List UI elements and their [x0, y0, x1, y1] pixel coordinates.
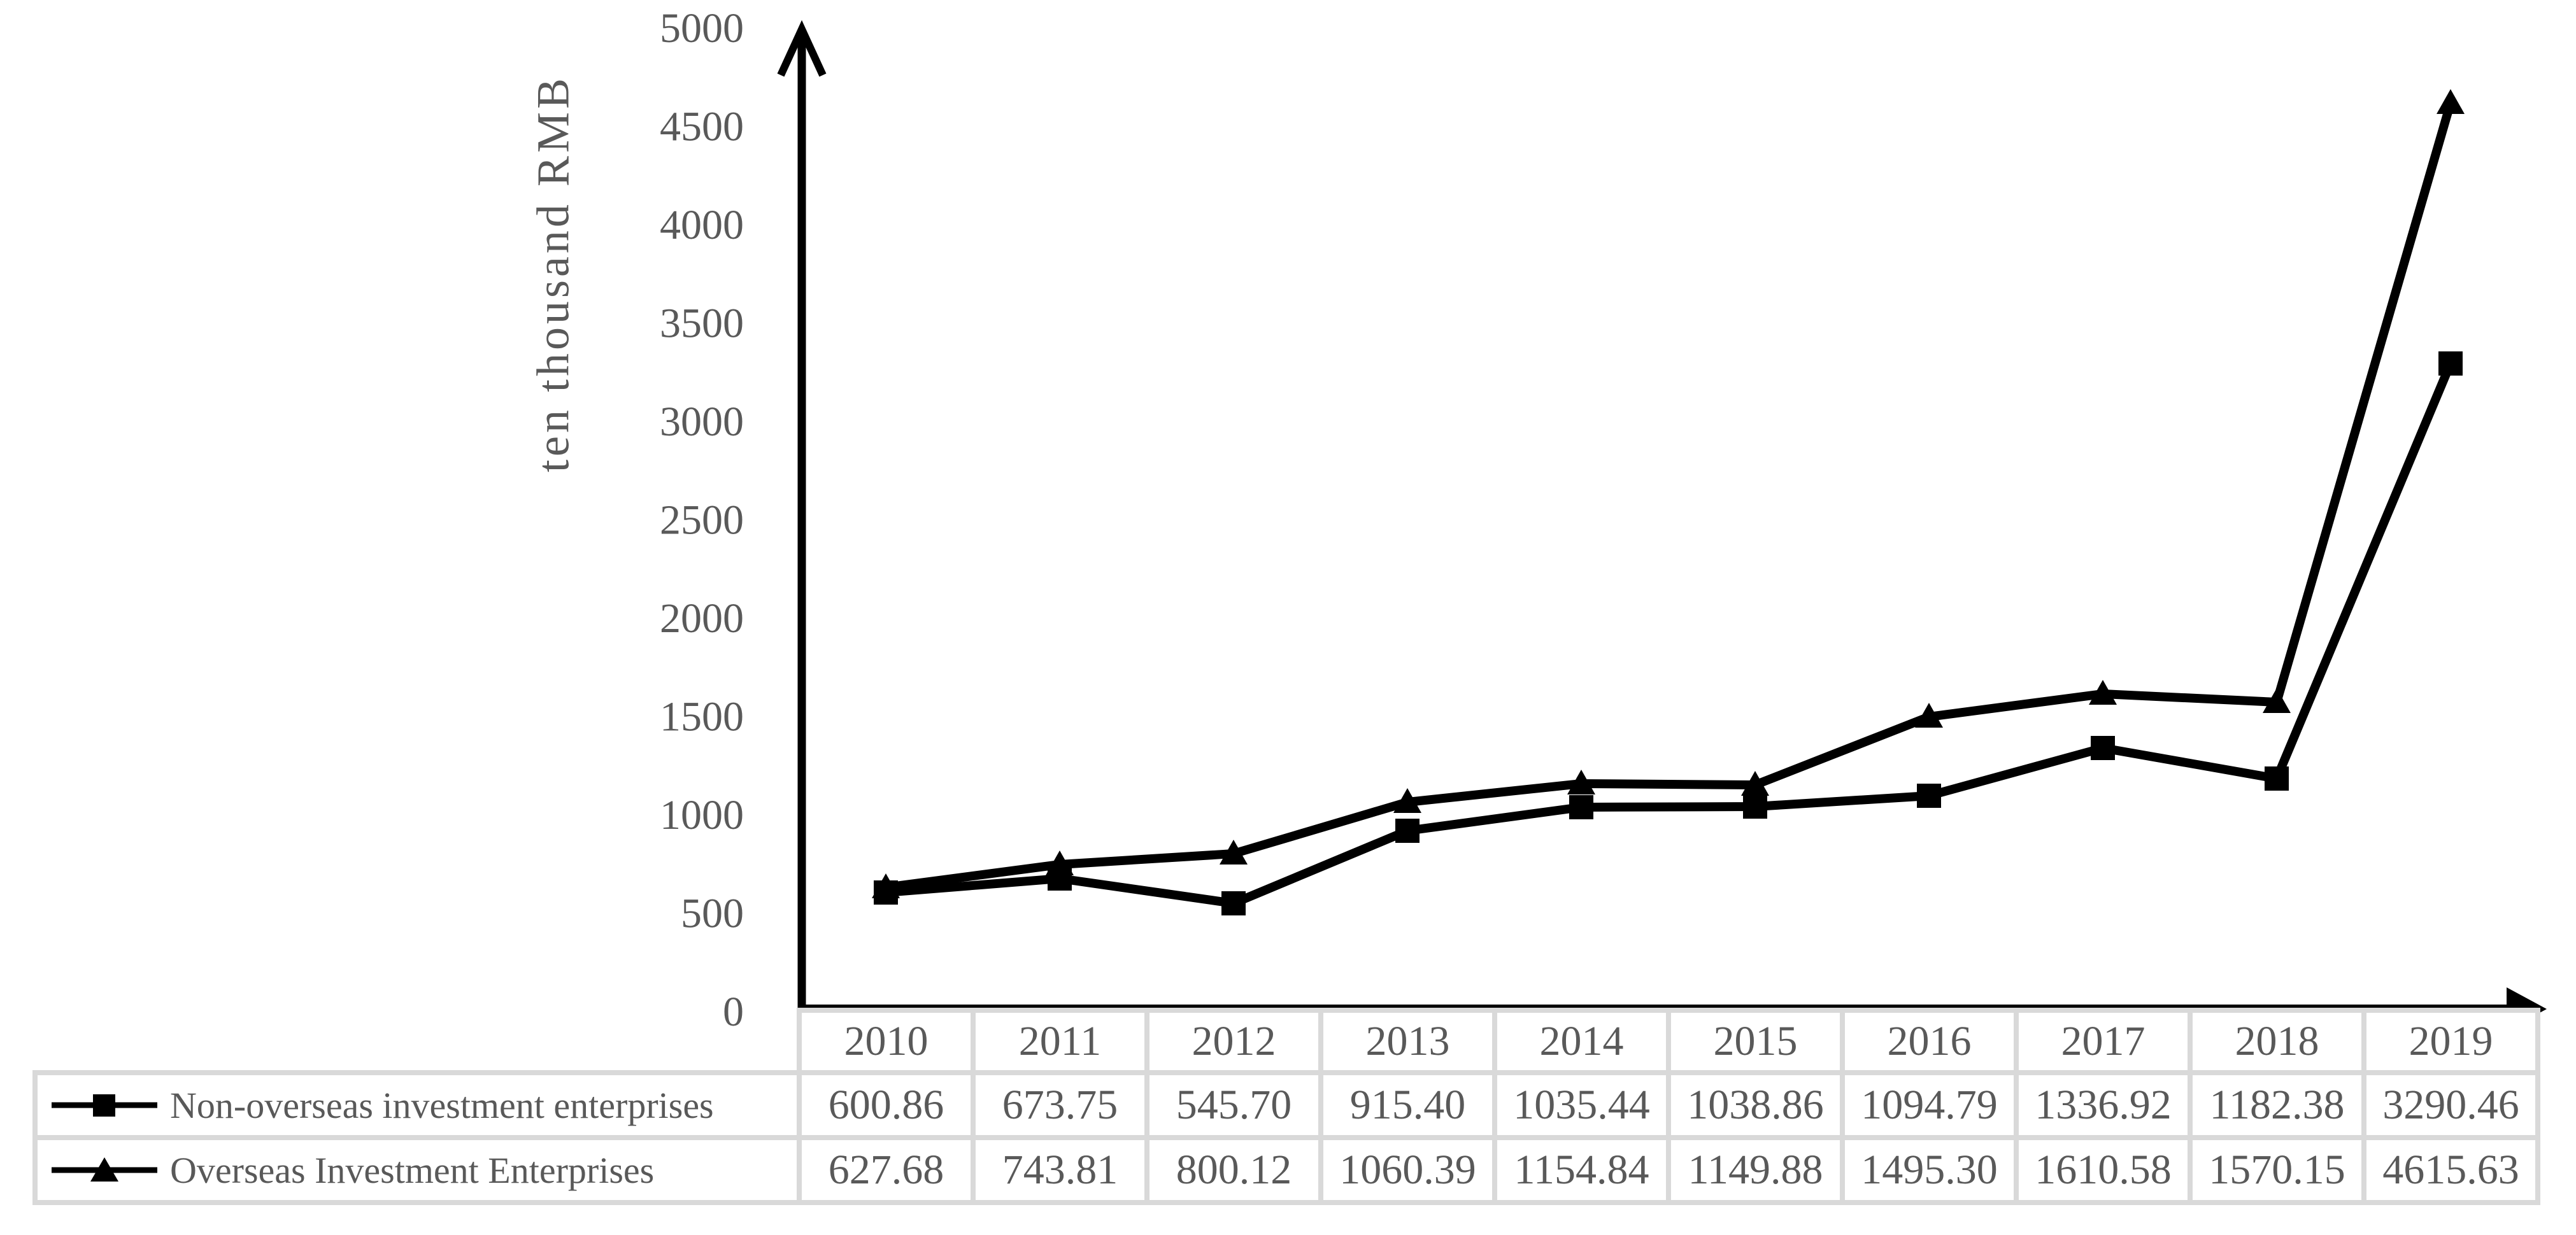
- triangle-marker: [2437, 89, 2465, 114]
- square-marker: [2438, 351, 2463, 376]
- value-cell: 1038.86: [1666, 1070, 1845, 1140]
- year-header-cell: 2012: [1144, 1008, 1323, 1075]
- legend-cell: Overseas Investment Enterprises: [32, 1135, 802, 1205]
- year-header-cell: 2011: [971, 1008, 1149, 1075]
- legend-triangle-marker-icon: [52, 1157, 157, 1182]
- y-tick-label: 2500: [660, 497, 744, 544]
- triangle-marker: [1220, 840, 1248, 864]
- y-tick-label: 0: [723, 989, 744, 1035]
- value-cell: 743.81: [971, 1135, 1149, 1205]
- square-marker: [2091, 736, 2115, 760]
- value-cell: 1495.30: [1840, 1135, 2019, 1205]
- square-marker: [874, 880, 898, 905]
- value-cell: 627.68: [797, 1135, 976, 1205]
- square-marker: [1048, 866, 1072, 891]
- value-cell: 1154.84: [1492, 1135, 1671, 1205]
- series-label: Overseas Investment Enterprises: [170, 1149, 655, 1191]
- triangle-marker: [2089, 680, 2117, 705]
- value-cell: 600.86: [797, 1070, 976, 1140]
- year-header-cell: 2014: [1492, 1008, 1671, 1075]
- value-cell: 1610.58: [2014, 1135, 2193, 1205]
- value-cell: 915.40: [1318, 1070, 1497, 1140]
- value-cell: 800.12: [1144, 1135, 1323, 1205]
- triangle-marker: [2263, 688, 2291, 713]
- y-tick-labels: 0 500 1000 1500 2000 2500 3000 3500 4000 4500 5000: [660, 5, 744, 1035]
- year-header-cell: 2017: [2014, 1008, 2193, 1075]
- y-tick-label: 4000: [660, 202, 744, 248]
- series-layer: [872, 89, 2465, 915]
- year-header-cell: 2015: [1666, 1008, 1845, 1075]
- y-tick-label: 1000: [660, 792, 744, 838]
- value-cell: 3290.46: [2361, 1070, 2540, 1140]
- square-marker: [1569, 795, 1593, 819]
- y-axis: [777, 20, 827, 1011]
- series-line-triangle: [885, 102, 2455, 892]
- series-label: Non-overseas investment enterprises: [170, 1084, 714, 1126]
- value-cell: 1094.79: [1840, 1070, 2019, 1140]
- legend-cell: Non-overseas investment enterprises: [32, 1070, 802, 1140]
- year-header-cell: 2019: [2361, 1008, 2540, 1075]
- y-tick-label: 2000: [660, 595, 744, 642]
- square-marker: [2265, 766, 2289, 791]
- value-cell: 673.75: [971, 1070, 1149, 1140]
- value-cell: 4615.63: [2361, 1135, 2540, 1205]
- year-header-cell: 2016: [1840, 1008, 2019, 1075]
- legend-square-marker-icon: [52, 1094, 157, 1117]
- square-marker: [1221, 891, 1246, 915]
- year-header-cell: 2010: [797, 1008, 976, 1075]
- y-tick-label: 500: [681, 891, 744, 937]
- square-marker: [1917, 784, 1941, 808]
- y-axis-arrow-icon: [777, 20, 827, 77]
- value-cell: 1060.39: [1318, 1135, 1497, 1205]
- y-tick-label: 1500: [660, 694, 744, 740]
- value-cell: 1035.44: [1492, 1070, 1671, 1140]
- y-tick-label: 5000: [660, 5, 744, 52]
- square-marker: [1395, 819, 1420, 843]
- triangle-marker: [1567, 770, 1595, 794]
- value-cell: 545.70: [1144, 1070, 1323, 1140]
- series-line-square: [885, 362, 2455, 908]
- year-header-cell: 2013: [1318, 1008, 1497, 1075]
- square-marker: [1743, 794, 1767, 819]
- value-cell: 1149.88: [1666, 1135, 1845, 1205]
- y-tick-label: 4500: [660, 104, 744, 150]
- y-tick-label: 3500: [660, 300, 744, 347]
- value-cell: 1570.15: [2188, 1135, 2366, 1205]
- triangle-marker: [1393, 788, 1421, 813]
- data-table: 2010 2011 2012 2013 2014 2015 2016 2017 2018 2019…: [32, 1008, 2540, 1205]
- table-corner-cell: [35, 1010, 799, 1073]
- y-tick-label: 3000: [660, 399, 744, 445]
- value-cell: 1182.38: [2188, 1070, 2366, 1140]
- triangle-marker: [1915, 703, 1943, 728]
- triangle-marker: [1741, 771, 1769, 796]
- value-cell: 1336.92: [2014, 1070, 2193, 1140]
- year-header-cell: 2018: [2188, 1008, 2366, 1075]
